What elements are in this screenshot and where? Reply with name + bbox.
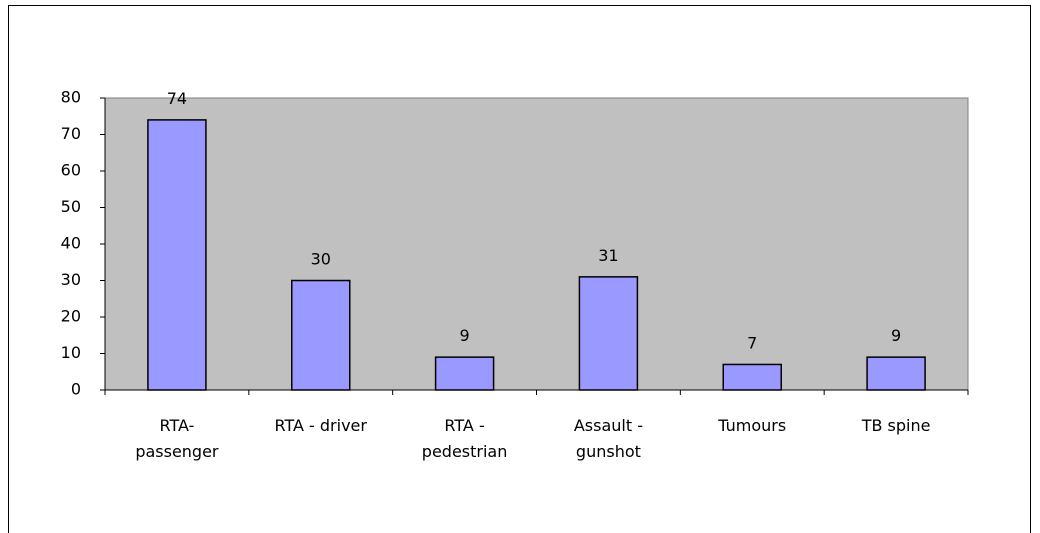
x-tick-label: Tumours xyxy=(717,416,786,435)
y-tick-label: 20 xyxy=(61,307,81,326)
x-tick-label: RTA - driver xyxy=(275,416,368,435)
data-label: 74 xyxy=(167,89,187,108)
plot-area xyxy=(104,97,969,391)
y-tick-label: 30 xyxy=(61,270,81,289)
y-tick-label: 70 xyxy=(61,124,81,143)
y-tick-label: 50 xyxy=(61,197,81,216)
y-tick-label: 10 xyxy=(61,343,81,362)
data-label: 7 xyxy=(747,333,757,352)
data-label: 9 xyxy=(891,326,901,345)
bar xyxy=(722,363,782,391)
bar xyxy=(434,356,495,391)
x-tick-label: RTA-passenger xyxy=(135,416,219,461)
data-label: 9 xyxy=(459,326,469,345)
y-tick-label: 60 xyxy=(61,161,81,180)
bar xyxy=(291,279,351,391)
y-tick-label: 80 xyxy=(61,88,81,107)
y-tick-label: 0 xyxy=(71,380,81,399)
bar xyxy=(578,276,639,391)
bar xyxy=(866,356,926,391)
x-tick-label: TB spine xyxy=(861,416,931,435)
x-tick-label: RTA -pedestrian xyxy=(422,416,508,461)
data-label: 31 xyxy=(598,246,618,265)
bar xyxy=(147,119,207,391)
data-label: 30 xyxy=(311,250,331,269)
y-tick-label: 40 xyxy=(61,234,81,253)
x-tick-label: Assault -gunshot xyxy=(574,416,643,461)
